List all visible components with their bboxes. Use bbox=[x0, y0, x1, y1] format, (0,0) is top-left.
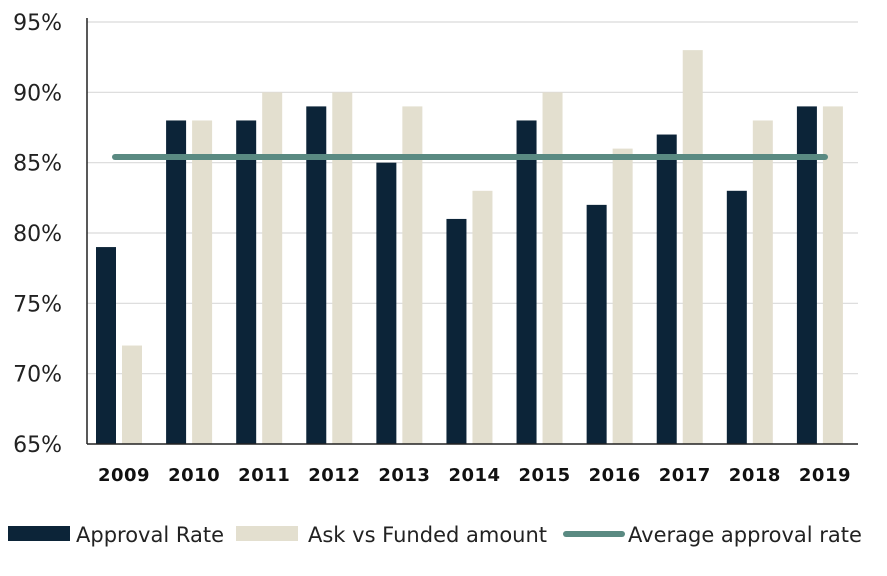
x-tick-label: 2013 bbox=[378, 465, 430, 486]
legend: Approval Rate Ask vs Funded amount Average… bbox=[8, 523, 862, 547]
y-tick-label: 65% bbox=[13, 433, 62, 458]
bar-approval-rate-2015 bbox=[516, 120, 537, 444]
bar-approval-rate-2014 bbox=[446, 218, 467, 444]
legend-swatch bbox=[236, 526, 298, 541]
bar-approval-rate-2019 bbox=[796, 106, 817, 445]
bar-ask-vs-funded-2015 bbox=[542, 92, 563, 444]
bar-ask-vs-funded-2018 bbox=[752, 120, 773, 444]
x-tick-label: 2009 bbox=[98, 465, 150, 486]
bar-ask-vs-funded-2012 bbox=[332, 92, 353, 444]
legend-label: Average approval rate bbox=[628, 523, 862, 547]
x-tick-label: 2012 bbox=[308, 465, 360, 486]
bars bbox=[96, 50, 843, 445]
x-tick-label: 2018 bbox=[729, 465, 781, 486]
x-tick-label: 2019 bbox=[799, 465, 851, 486]
legend-label: Ask vs Funded amount bbox=[308, 523, 547, 547]
x-tick-label: 2010 bbox=[168, 465, 220, 486]
x-axis-ticks: 2009 2010 2011 2012 2013 2014 2015 2016 2017 2018… bbox=[98, 465, 851, 486]
y-tick-label: 95% bbox=[13, 11, 62, 36]
legend-item: Approval Rate bbox=[8, 523, 224, 547]
legend-label: Approval Rate bbox=[76, 523, 224, 547]
y-axis-ticks: 65% 70% 75% 80% 85% 90% 95% bbox=[13, 11, 62, 458]
legend-item: Average approval rate bbox=[563, 523, 862, 547]
bar-approval-rate-2018 bbox=[726, 190, 747, 444]
bar-ask-vs-funded-2014 bbox=[472, 190, 493, 444]
y-tick-label: 80% bbox=[13, 222, 62, 247]
legend-swatch bbox=[8, 526, 70, 541]
x-tick-label: 2014 bbox=[448, 465, 500, 486]
y-tick-label: 85% bbox=[13, 152, 62, 177]
x-tick-label: 2017 bbox=[659, 465, 711, 486]
bar-approval-rate-2013 bbox=[376, 162, 397, 444]
bar-approval-rate-2009 bbox=[96, 247, 116, 444]
y-tick-label: 90% bbox=[13, 81, 62, 106]
bar-approval-rate-2016 bbox=[586, 204, 607, 444]
bar-approval-rate-2010 bbox=[166, 120, 187, 444]
x-tick-label: 2011 bbox=[238, 465, 290, 486]
x-tick-label: 2015 bbox=[519, 465, 571, 486]
bar-ask-vs-funded-2017 bbox=[682, 50, 703, 445]
bar-approval-rate-2012 bbox=[306, 106, 327, 445]
bar-ask-vs-funded-2009 bbox=[122, 345, 142, 444]
x-tick-label: 2016 bbox=[589, 465, 641, 486]
y-tick-label: 70% bbox=[13, 363, 62, 388]
bar-ask-vs-funded-2010 bbox=[192, 120, 213, 444]
axes bbox=[86, 18, 858, 445]
bar-approval-rate-2011 bbox=[236, 120, 257, 444]
y-tick-label: 75% bbox=[13, 292, 62, 317]
bar-ask-vs-funded-2019 bbox=[822, 106, 843, 445]
bar-ask-vs-funded-2011 bbox=[262, 92, 283, 444]
legend-item: Ask vs Funded amount bbox=[236, 523, 547, 547]
bar-ask-vs-funded-2013 bbox=[402, 106, 423, 445]
bar-approval-rate-2017 bbox=[656, 134, 677, 445]
bar-ask-vs-funded-2016 bbox=[612, 148, 633, 444]
